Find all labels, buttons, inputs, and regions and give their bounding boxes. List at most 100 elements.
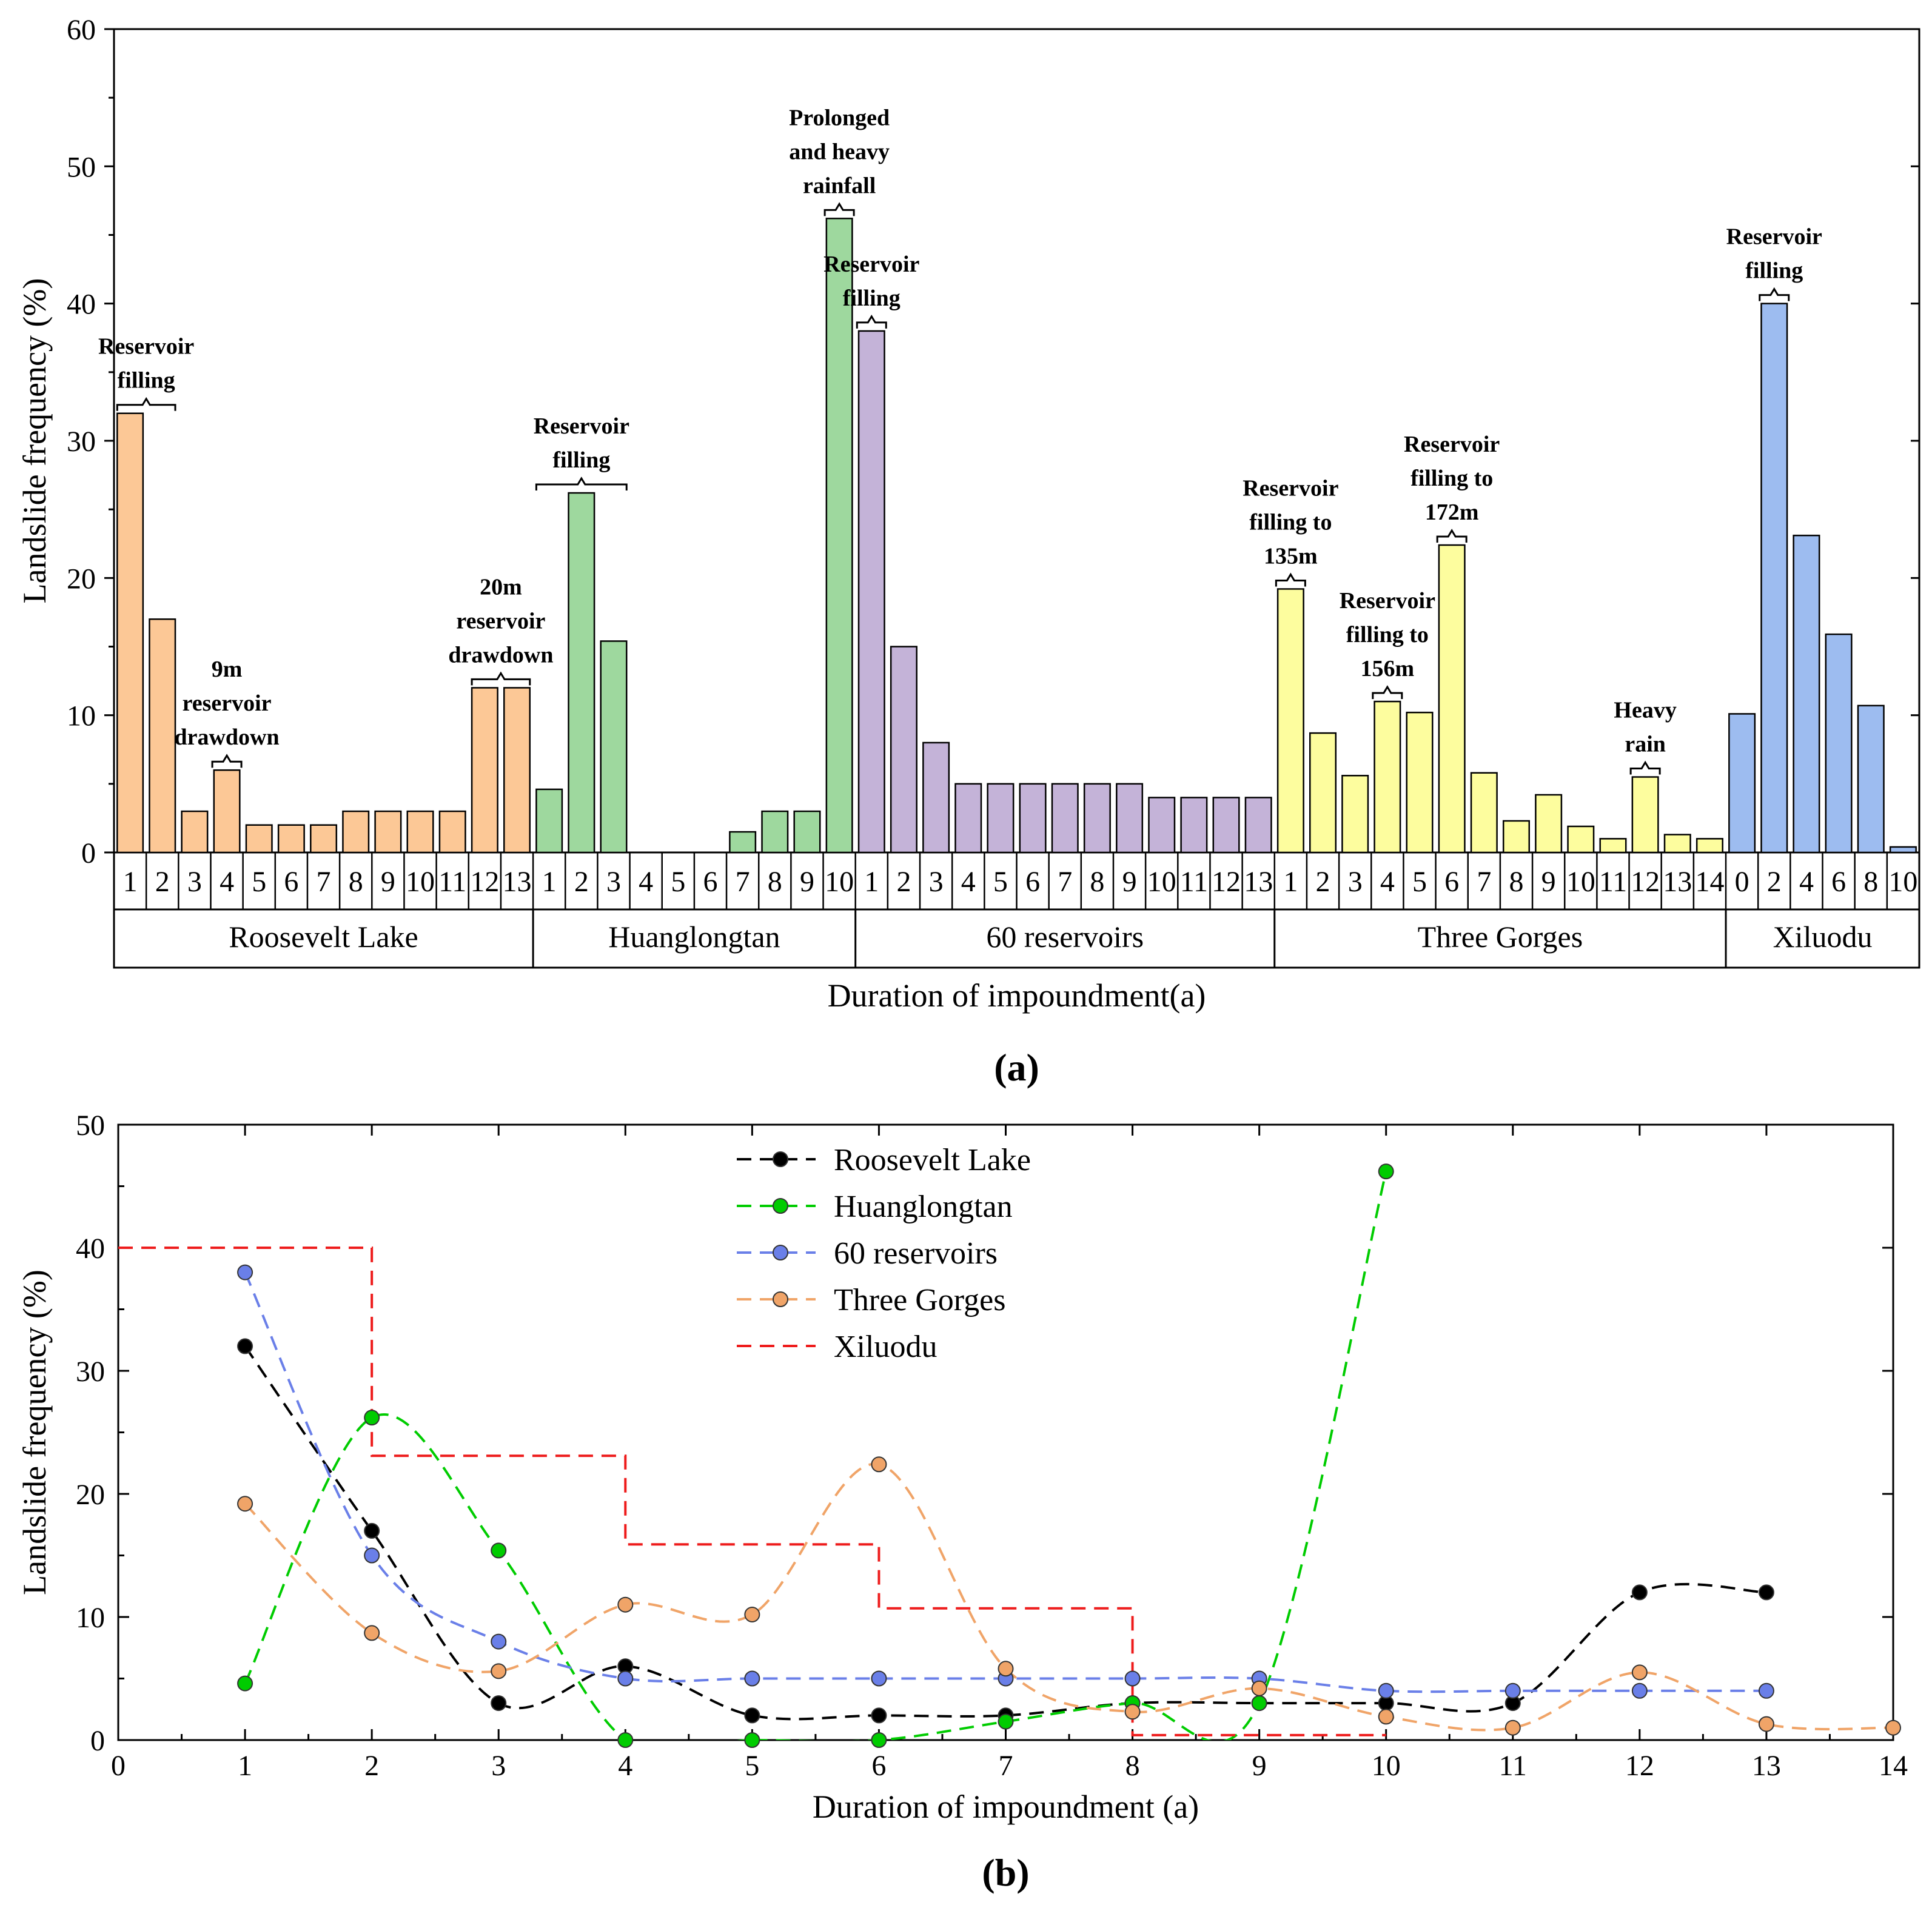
bar bbox=[1374, 700, 1401, 854]
data-point bbox=[1631, 1682, 1648, 1699]
x-tick-label: 9 bbox=[1252, 1750, 1267, 1782]
bar bbox=[890, 646, 917, 854]
annotation-bracket bbox=[1436, 529, 1467, 543]
data-point bbox=[871, 1670, 887, 1687]
data-point bbox=[1251, 1695, 1267, 1712]
bar bbox=[1889, 846, 1917, 854]
x-tick-label: 7 bbox=[1477, 866, 1491, 898]
x-tick-label: 6 bbox=[703, 866, 717, 898]
data-point bbox=[744, 1707, 760, 1724]
annotation-text: filling bbox=[118, 368, 175, 393]
x-tick-label: 1 bbox=[238, 1750, 252, 1782]
annotation-text: filling bbox=[552, 447, 610, 473]
bar bbox=[1116, 783, 1144, 854]
x-tick-label: 7 bbox=[999, 1750, 1013, 1782]
bar bbox=[1051, 783, 1079, 854]
x-tick-label: 9 bbox=[800, 866, 814, 898]
bar bbox=[1760, 303, 1788, 854]
x-tick-label: 5 bbox=[1412, 866, 1427, 898]
data-point bbox=[364, 1410, 380, 1426]
legend-marker bbox=[773, 1245, 788, 1260]
annotation-text: 156m bbox=[1361, 656, 1415, 681]
annotation-bracket bbox=[856, 315, 887, 329]
x-tick-label: 11 bbox=[1180, 866, 1208, 898]
y-tick-label: 50 bbox=[67, 151, 96, 183]
x-tick-label: 1 bbox=[123, 866, 138, 898]
bar bbox=[1438, 544, 1466, 854]
annotation-text: filling to bbox=[1410, 466, 1493, 491]
data-point bbox=[1885, 1719, 1901, 1736]
data-point bbox=[237, 1338, 253, 1354]
bar bbox=[310, 824, 338, 854]
x-tick-label: 7 bbox=[1058, 866, 1072, 898]
annotation-text: and heavy bbox=[789, 139, 890, 164]
x-tick-label: 10 bbox=[406, 866, 435, 898]
annotation-bracket bbox=[211, 754, 243, 768]
bar bbox=[1728, 713, 1756, 854]
data-point bbox=[1378, 1709, 1394, 1725]
bar bbox=[245, 824, 273, 854]
annotation-text: rain bbox=[1625, 732, 1666, 757]
y-tick-label: 40 bbox=[76, 1233, 105, 1265]
bar bbox=[987, 783, 1015, 854]
annotation-text: 20m bbox=[480, 574, 522, 600]
x-tick-label: 10 bbox=[1147, 866, 1176, 898]
bar bbox=[1083, 783, 1111, 854]
x-tick-label: 1 bbox=[1283, 866, 1298, 898]
data-point bbox=[237, 1264, 253, 1280]
x-tick-label: 13 bbox=[1752, 1750, 1781, 1782]
x-tick-label: 9 bbox=[1541, 866, 1556, 898]
x-tick-label: 13 bbox=[503, 866, 532, 898]
data-point bbox=[617, 1670, 634, 1687]
x-tick-label: 2 bbox=[155, 866, 170, 898]
data-point bbox=[491, 1663, 507, 1679]
data-point bbox=[617, 1732, 634, 1748]
y-tick-label: 20 bbox=[67, 563, 96, 595]
legend-label: Roosevelt Lake bbox=[834, 1143, 1031, 1177]
y-tick-label: 30 bbox=[76, 1356, 105, 1388]
group-label: Xiluodu bbox=[1773, 920, 1873, 954]
x-tick-label: 3 bbox=[929, 866, 944, 898]
x-tick-label: 10 bbox=[1566, 866, 1595, 898]
x-tick-label: 10 bbox=[1372, 1750, 1401, 1782]
data-point bbox=[491, 1695, 507, 1712]
x-tick-label: 12 bbox=[1625, 1750, 1654, 1782]
bar bbox=[116, 412, 144, 854]
y-tick-label: 0 bbox=[81, 837, 96, 869]
annotation-text: 172m bbox=[1425, 500, 1479, 525]
data-point bbox=[1378, 1163, 1394, 1180]
annotation-text: Heavy bbox=[1614, 698, 1676, 723]
bar bbox=[277, 824, 305, 854]
x-tick-label: 12 bbox=[1631, 866, 1660, 898]
plot-frame bbox=[113, 28, 1920, 969]
bar bbox=[761, 810, 789, 854]
data-point bbox=[871, 1456, 887, 1473]
annotation-text: Reservoir bbox=[1340, 588, 1435, 614]
x-tick-label: 6 bbox=[1025, 866, 1040, 898]
data-point bbox=[491, 1633, 507, 1650]
x-tick-label: 3 bbox=[1348, 866, 1363, 898]
y-tick-label: 30 bbox=[67, 426, 96, 458]
data-point bbox=[871, 1707, 887, 1724]
x-tick-label: 1 bbox=[542, 866, 557, 898]
bar bbox=[1631, 776, 1659, 854]
bar bbox=[1696, 838, 1723, 854]
annotation-text: reservoir bbox=[183, 691, 272, 716]
data-point bbox=[237, 1496, 253, 1512]
data-point bbox=[871, 1732, 887, 1748]
x-tick-label: 5 bbox=[745, 1750, 759, 1782]
annotation-text: filling to bbox=[1346, 622, 1429, 648]
x-tick-label: 10 bbox=[825, 866, 854, 898]
x-tick-label: 6 bbox=[284, 866, 298, 898]
legend-marker bbox=[773, 1291, 788, 1307]
annotation-text: Reservoir bbox=[823, 252, 919, 277]
x-tick-label: 11 bbox=[438, 866, 466, 898]
y-axis-title: Landslide frequency (%) bbox=[16, 278, 53, 604]
bar bbox=[503, 687, 531, 854]
data-point bbox=[1504, 1682, 1521, 1699]
line-chart-panel-b: 0 1 2 3 4 5 6 7 8 9 10 11 12 13 1401020304050Landslide… bbox=[16, 1110, 1908, 1894]
bar bbox=[825, 218, 853, 854]
data-point bbox=[491, 1542, 507, 1559]
